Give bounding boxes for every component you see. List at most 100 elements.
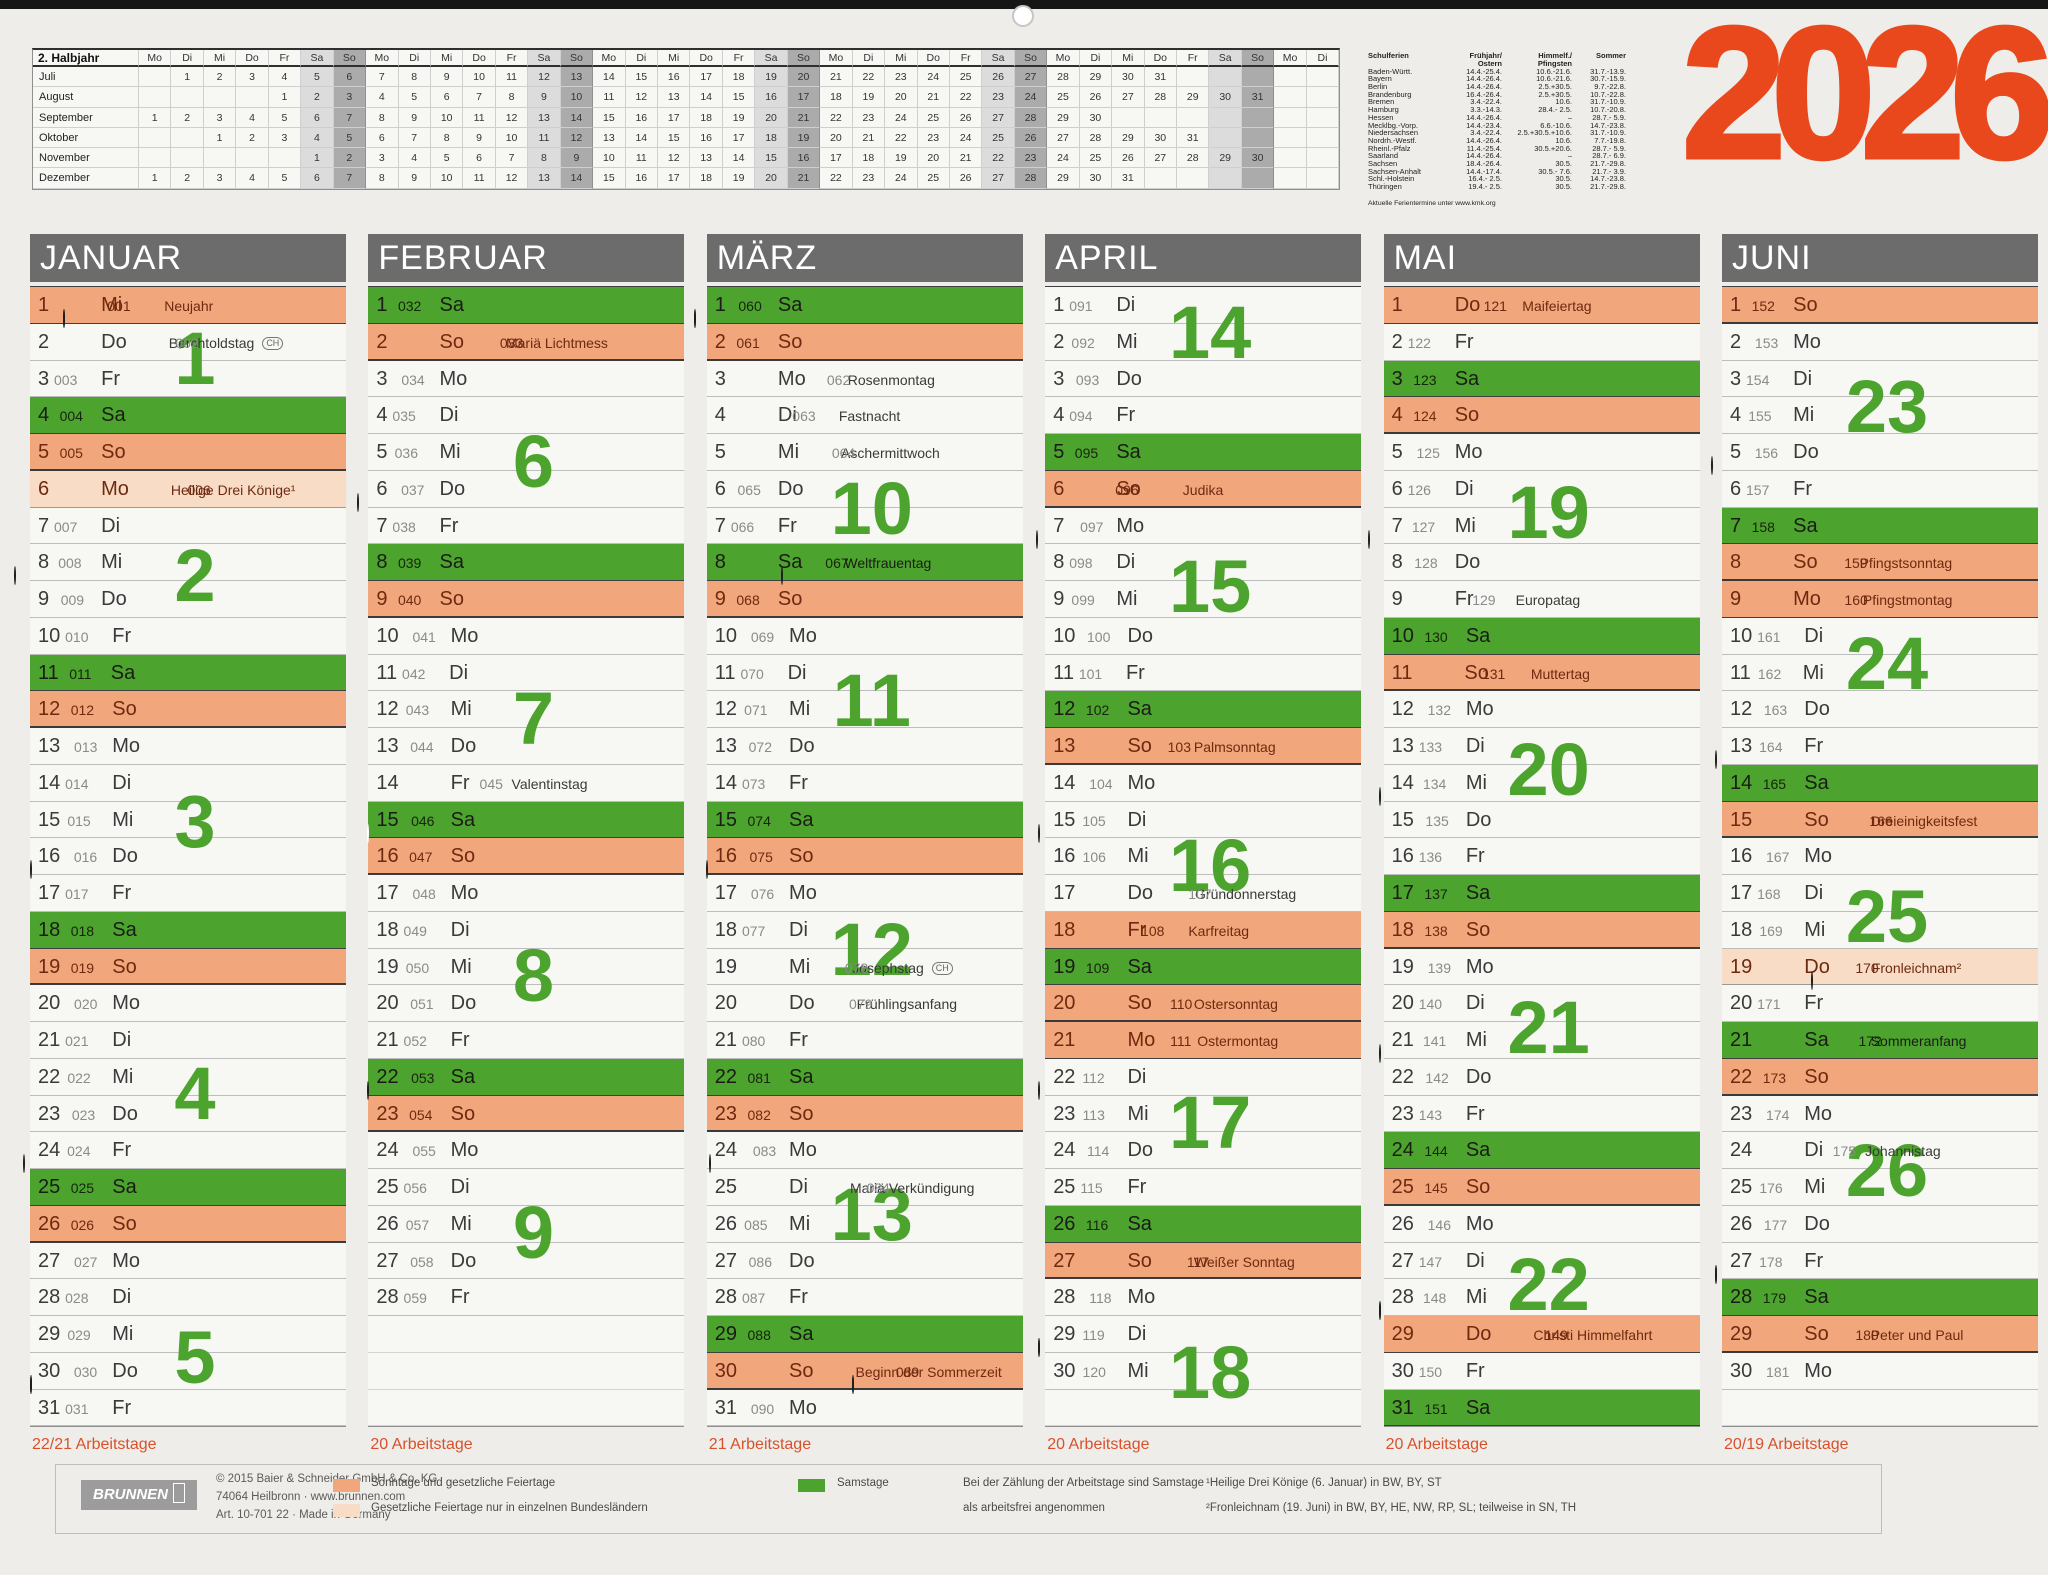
weekday-label: Mi: [1116, 330, 1138, 353]
mini-month-label: September: [33, 107, 139, 128]
mini-day-cell: 12: [495, 168, 529, 189]
mini-day-cell: 20: [787, 67, 821, 88]
day-label: Beginn der Sommerzeit: [855, 1363, 1002, 1380]
weekday-label: Mi: [450, 1212, 472, 1235]
day-row: 30 Mo 181: [1722, 1353, 2038, 1390]
weekday-label: Mo: [1804, 845, 1833, 868]
weekday-label: Do: [112, 1102, 138, 1125]
day-row: 1 Mi Neujahr 001: [30, 287, 346, 328]
mini-day-cell: 7: [463, 87, 496, 108]
mini-day-cell: 2: [203, 67, 237, 88]
mini-day-cell: [1274, 168, 1307, 189]
day-row: 29 So Peter und Paul180: [1722, 1316, 2038, 1353]
day-number: 13: [714, 735, 738, 757]
school-holidays-dates: 30.5.: [1555, 182, 1572, 191]
day-number: 27: [376, 1249, 399, 1272]
day-of-year: 101: [1078, 665, 1103, 682]
day-label: Josephstag CH: [852, 960, 953, 976]
weekday-label: Do: [1804, 698, 1830, 721]
weekday-label: Di: [1116, 551, 1136, 574]
day-of-year: 048: [412, 886, 436, 902]
moon-phase-icon-lq: [367, 1080, 370, 1100]
day-row: 13 Mo 013: [30, 728, 346, 765]
mini-day-cell: 8: [430, 127, 464, 149]
day-of-year: 121: [1483, 298, 1507, 314]
mini-day-cell: [1177, 168, 1210, 189]
blank-row: [1045, 1390, 1362, 1427]
day-row: 15 So Dreieinigkeitsfest166: [1722, 801, 2038, 839]
day-number: 17: [1391, 882, 1414, 904]
footnote-1: ¹Heilige Drei Könige (6. Januar) in BW, …: [1206, 1477, 1442, 1489]
weekday-label: Fr: [112, 1396, 132, 1419]
day-number: 5: [376, 441, 388, 463]
day-number: 20: [38, 992, 61, 1015]
day-row: 20 Do Frühlingsanfang079: [706, 985, 1023, 1022]
school-holidays-dates: 30.7.-15.9.: [1590, 74, 1626, 84]
mini-day-cell: 19: [722, 107, 756, 128]
mini-day-cell: 20: [885, 87, 918, 108]
day-number: 4: [376, 404, 388, 427]
day-number: 21: [376, 1029, 399, 1051]
day-number: 31: [1391, 1396, 1414, 1419]
day-row: 9 Mi 099: [1045, 581, 1362, 618]
weekday-label: Do: [450, 992, 477, 1015]
mini-day-cell: 10: [593, 148, 626, 169]
week-number: 24: [1845, 621, 1929, 705]
weekday-label: Mo: [789, 1396, 817, 1419]
day-number: 10: [376, 624, 399, 647]
day-of-year: 127: [1411, 518, 1436, 535]
day-number: 23: [376, 1102, 399, 1125]
moon-phase-icon-full: [705, 860, 708, 880]
mini-day-cell: [1177, 67, 1210, 88]
weekday-label: Fr: [1465, 1359, 1485, 1382]
day-number: 17: [1730, 882, 1753, 904]
day-of-year: 163: [1763, 702, 1788, 719]
day-of-year: 017: [65, 886, 89, 902]
day-row: 18 Sa 018: [30, 911, 346, 949]
day-of-year: 158: [1751, 518, 1775, 535]
day-row: 25 Fr 115: [1045, 1169, 1362, 1206]
weekday-label: Fr: [789, 1029, 808, 1051]
day-number: 6: [1391, 477, 1403, 500]
day-row: 17 Mo 076: [706, 875, 1023, 912]
weekday-label: Mo: [1127, 771, 1156, 794]
mini-day-cell: [236, 87, 269, 108]
mini-weekday-header: Sa: [982, 50, 1015, 67]
day-row: 7 Fr 066: [706, 508, 1023, 545]
day-of-year: 064: [831, 445, 856, 461]
weekday-label: Mo: [112, 735, 141, 757]
weekday-label: Sa: [1465, 882, 1491, 904]
week-number: 25: [1845, 875, 1929, 959]
day-number: 14: [376, 771, 399, 794]
mini-day-cell: 20: [755, 107, 788, 128]
mini-day-cell: 7: [333, 107, 367, 128]
day-of-year: 106: [1082, 849, 1106, 866]
weekday-label: Do: [1465, 808, 1492, 831]
day-number: 30: [38, 1359, 61, 1382]
weekday-label: Di: [450, 1176, 470, 1198]
weekday-label: Sa: [789, 1323, 814, 1345]
month-header: JUNI: [1722, 234, 2038, 282]
day-row: 6 Do 065: [706, 471, 1023, 508]
weekday-label: Di: [439, 404, 459, 427]
day-row: 12 So 012: [30, 691, 346, 728]
month-header: MAI: [1383, 234, 1700, 282]
mini-day-cell: [1241, 168, 1275, 189]
day-number: 23: [714, 1102, 738, 1125]
mini-weekday-header: Sa: [755, 50, 788, 67]
mini-day-cell: 10: [495, 127, 529, 149]
day-row: 13 Fr 164: [1715, 728, 2038, 769]
day-row: 28 Di 028: [30, 1279, 346, 1316]
mini-day-cell: 3: [203, 168, 237, 189]
day-number: 30: [1730, 1359, 1753, 1382]
mini-day-cell: 12: [625, 87, 658, 108]
day-row: 17 Mo 048: [368, 875, 685, 912]
weekday-label: Mi: [789, 698, 811, 721]
day-of-year: 054: [409, 1106, 433, 1123]
mini-month-label: Oktober: [33, 127, 139, 149]
mini-day-cell: [1144, 107, 1177, 128]
mini-day-cell: [1177, 107, 1210, 128]
day-of-year: 129: [1472, 592, 1496, 608]
day-number: 14: [1730, 771, 1753, 794]
week-number: 14: [1169, 291, 1252, 375]
